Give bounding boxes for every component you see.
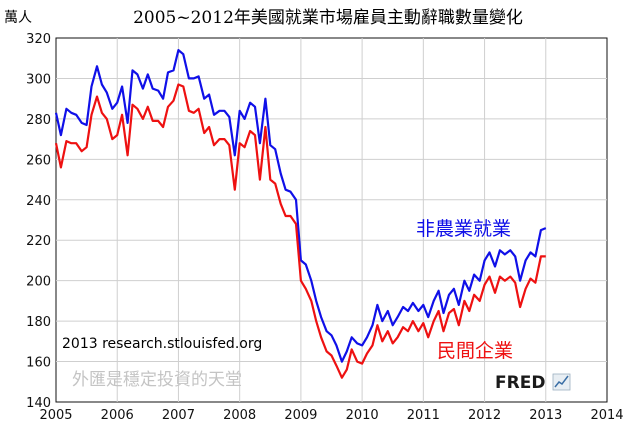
grid-lines [56, 38, 607, 402]
x-tick-label: 2009 [284, 408, 317, 423]
y-axis-unit-label: 萬人 [4, 10, 32, 26]
y-axis-ticks: 140 160 180 200 220 240 260 280 300 320 [26, 32, 51, 411]
x-axis-ticks: 2005 2006 2007 2008 2009 2010 2011 2012 2013 2014 [39, 408, 623, 423]
chart-title: 2005~2012年美國就業市場雇員主動辭職數量變化 [133, 8, 523, 28]
series-lines [54, 48, 547, 379]
x-tick-label: 2011 [407, 408, 440, 423]
x-tick-label: 2007 [162, 408, 195, 423]
x-tick-label: 2010 [346, 408, 379, 423]
x-tick-label: 2008 [223, 408, 256, 423]
y-tick-label: 240 [26, 194, 51, 209]
watermark: 外匯是穩定投資的天堂 [72, 370, 242, 390]
y-tick-label: 220 [26, 234, 51, 249]
y-tick-label: 300 [26, 72, 51, 87]
y-tick-label: 160 [26, 356, 51, 371]
series-label-private: 民間企業 [437, 340, 513, 362]
x-tick-label: 2012 [468, 408, 501, 423]
series-line-0 [54, 48, 547, 363]
y-tick-label: 200 [26, 275, 51, 290]
x-tick-label: 2014 [590, 408, 623, 423]
x-tick-label: 2013 [529, 408, 562, 423]
fred-logo-text: FRED [495, 373, 545, 393]
fred-chart-icon [552, 373, 571, 391]
x-tick-label: 2005 [39, 408, 72, 423]
y-tick-label: 280 [26, 113, 51, 128]
plot-area [55, 37, 608, 403]
series-line-1 [54, 83, 546, 379]
x-tick-label: 2006 [101, 408, 134, 423]
y-tick-label: 320 [26, 32, 51, 47]
y-tick-label: 260 [26, 153, 51, 168]
fred-logo: FRED [495, 373, 571, 393]
y-tick-label: 140 [26, 396, 51, 411]
y-tick-label: 180 [26, 315, 51, 330]
series-label-nonfarm: 非農業就業 [416, 218, 511, 240]
source-credit: 2013 research.stlouisfed.org [62, 336, 262, 352]
